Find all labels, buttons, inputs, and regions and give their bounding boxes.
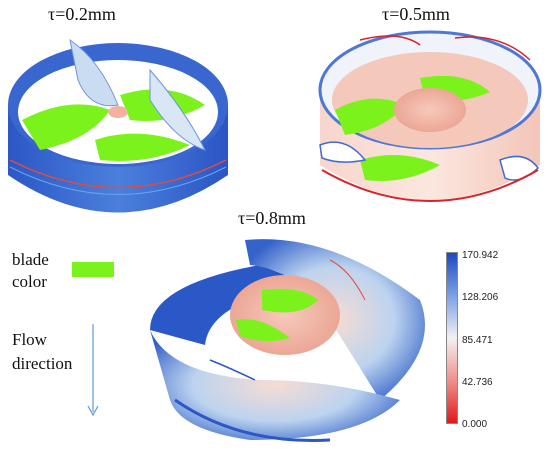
render-panel-0.2mm (8, 38, 228, 213)
flow-label-line1: Flow (12, 330, 47, 349)
colorbar-tick-min: 0.000 (462, 419, 488, 430)
render-panel-0.8mm (150, 239, 425, 442)
blade-color-swatch (72, 262, 114, 277)
colorbar-tick-mid: 85.471 (462, 335, 493, 346)
panel-caption-0.2mm: τ=0.2mm (48, 4, 116, 24)
blade-label-line2: color (12, 272, 47, 291)
blade-label-line1: blade (12, 250, 49, 269)
flow-direction-arrow-icon (87, 324, 99, 417)
colorbar-tick-max: 170.942 (462, 250, 499, 261)
panel-caption-0.5mm: τ=0.5mm (382, 4, 450, 24)
render-panel-0.5mm (318, 30, 542, 202)
flow-label-line2: direction (12, 354, 73, 373)
colorbar-tick-upper: 128.206 (462, 292, 499, 303)
colorbar (446, 252, 458, 424)
panel-caption-0.8mm: τ=0.8mm (238, 208, 306, 228)
colorbar-tick-lower: 42.736 (462, 377, 493, 388)
